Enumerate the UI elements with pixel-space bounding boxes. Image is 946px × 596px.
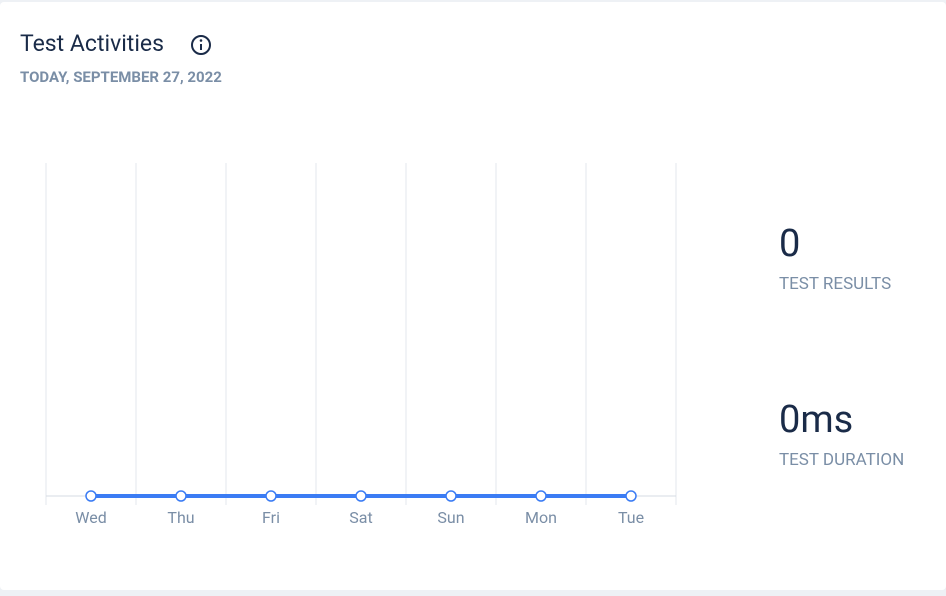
- stat-label: TEST RESULTS: [779, 274, 892, 294]
- x-tick-label: Fri: [262, 508, 280, 527]
- x-tick-label: Wed: [75, 508, 106, 527]
- stat-value: 0: [779, 222, 801, 266]
- point: [355, 490, 367, 502]
- stat-label: TEST DURATION: [779, 450, 905, 470]
- point: [535, 490, 547, 502]
- point: [85, 490, 97, 502]
- x-tick-label: Sun: [437, 508, 464, 527]
- point: [175, 490, 187, 502]
- subtitle: TODAY, SEPTEMBER 27, 2022: [20, 68, 222, 86]
- point: [265, 490, 277, 502]
- x-tick-label: Thu: [167, 508, 194, 527]
- info-icon[interactable]: [190, 34, 212, 56]
- x-tick-label: Sat: [349, 508, 372, 527]
- stat-value: 0ms: [779, 398, 854, 442]
- point: [445, 490, 457, 502]
- point: [625, 490, 637, 502]
- title: Test Activities: [20, 30, 164, 57]
- x-tick-label: Tue: [618, 508, 644, 527]
- x-tick-label: Mon: [525, 508, 557, 527]
